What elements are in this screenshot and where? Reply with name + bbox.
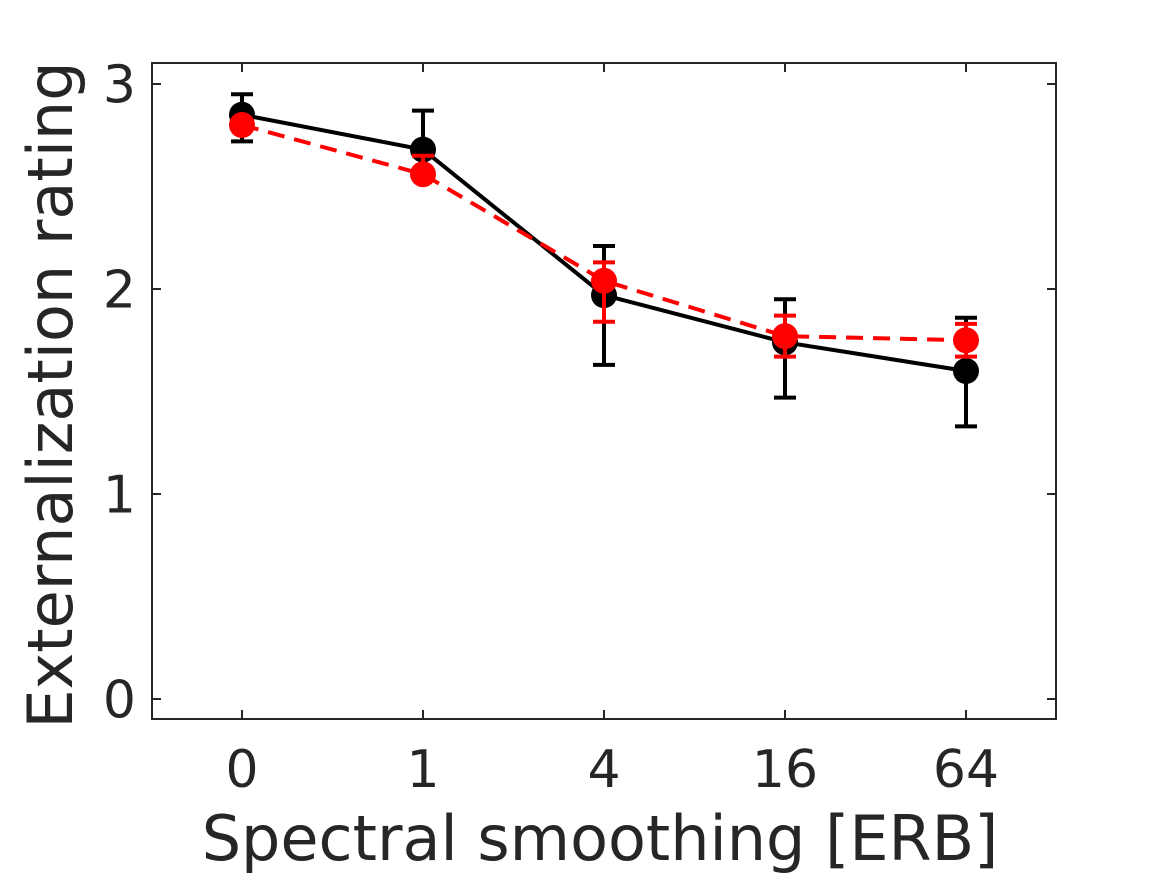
x-tick-label: 64: [933, 740, 999, 800]
data-marker-red-dashed: [410, 161, 436, 188]
x-tick-label: 0: [225, 740, 258, 800]
x-axis-label: Spectral smoothing [ERB]: [201, 802, 999, 875]
axes-frame: [151, 62, 1057, 720]
y-tick-label: 3: [103, 56, 136, 116]
x-tick-label: 16: [752, 740, 818, 800]
y-axis-label: Externalization rating: [14, 61, 87, 729]
data-marker-red-dashed: [772, 323, 798, 350]
y-tick-label: 2: [103, 261, 136, 321]
data-marker-red-dashed: [591, 267, 617, 294]
data-marker-black-solid: [953, 358, 979, 384]
y-tick-label: 0: [103, 671, 136, 731]
data-marker-red-dashed: [953, 327, 979, 354]
x-tick-label: 4: [587, 740, 620, 800]
y-tick-label: 1: [103, 466, 136, 526]
x-tick-label: 1: [406, 740, 439, 800]
data-marker-red-dashed: [229, 112, 255, 138]
